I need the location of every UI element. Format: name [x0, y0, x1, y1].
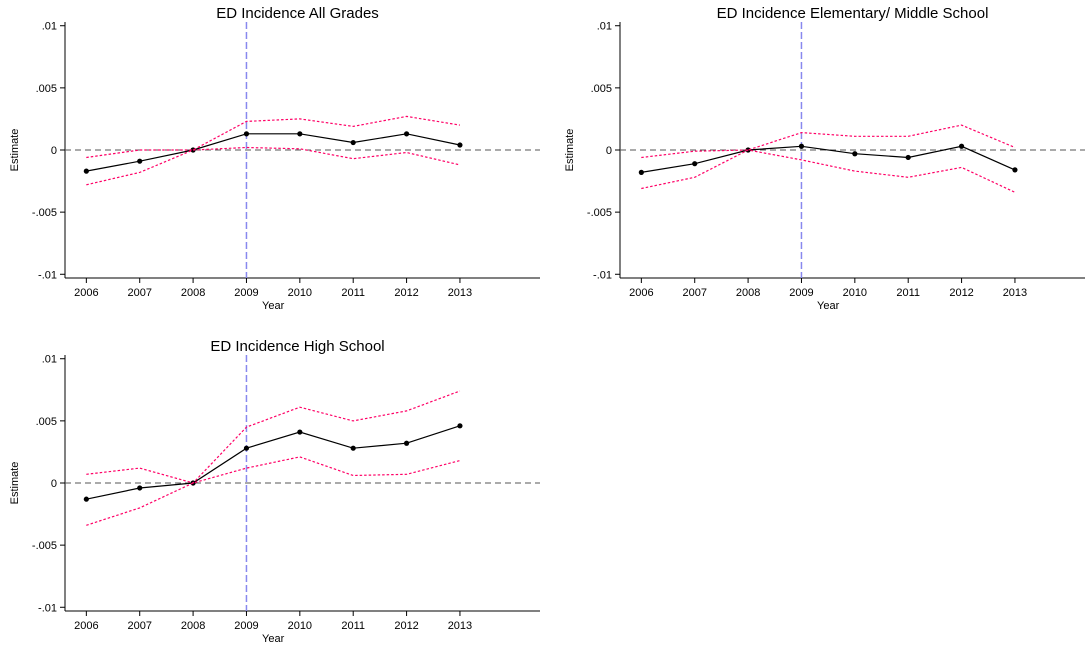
- y-tick-label: 0: [606, 145, 612, 157]
- y-tick-label: -.005: [587, 207, 612, 219]
- y-tick-label: 0: [51, 145, 57, 157]
- chart-elementary-middle-school: ED Incidence Elementary/ Middle School -.…: [564, 5, 1085, 312]
- y-axis-label: Estimate: [564, 129, 576, 172]
- lower-ci-line: [641, 149, 1016, 193]
- estimate-point: [137, 158, 143, 164]
- x-tick-label: 2008: [181, 287, 205, 299]
- x-tick-label: 2006: [629, 287, 653, 299]
- estimate-point: [958, 143, 965, 149]
- estimate-point: [403, 440, 410, 446]
- y-axis-label: Estimate: [9, 129, 21, 172]
- x-tick-label: 2008: [736, 287, 760, 299]
- y-tick-label: 0: [51, 478, 57, 490]
- estimate-point: [798, 143, 805, 149]
- y-tick-label: .005: [591, 83, 612, 95]
- estimate-line: [86, 425, 461, 500]
- upper-ci-line: [86, 115, 460, 159]
- x-tick-label: 2007: [127, 620, 151, 632]
- x-axis-label: Year: [817, 300, 840, 312]
- estimate-point: [350, 139, 356, 146]
- estimate-point: [243, 445, 250, 451]
- y-tick-label: -.01: [38, 602, 57, 614]
- x-tick-label: 2013: [448, 620, 472, 632]
- lower-ci-line: [86, 456, 461, 526]
- estimate-line: [86, 133, 461, 172]
- y-tick-label: -.01: [38, 269, 57, 281]
- y-tick-label: .005: [36, 83, 57, 95]
- chart-title: ED Incidence Elementary/ Middle School: [717, 5, 989, 22]
- x-tick-label: 2010: [843, 287, 867, 299]
- y-tick-label: .01: [42, 21, 57, 33]
- x-tick-label: 2007: [682, 287, 706, 299]
- x-tick-label: 2012: [949, 287, 973, 299]
- x-tick-label: 2009: [234, 287, 258, 299]
- x-tick-label: 2013: [448, 287, 472, 299]
- y-tick-label: -.01: [593, 269, 612, 281]
- x-tick-label: 2011: [896, 287, 920, 299]
- y-tick-label: -.005: [32, 540, 57, 552]
- chart-high-school: ED Incidence High School -.01 -.005 0 .005 .0…: [9, 338, 540, 645]
- x-tick-label: 2011: [341, 287, 365, 299]
- estimate-point: [83, 168, 89, 174]
- estimate-point: [403, 131, 410, 137]
- lower-ci-line: [86, 146, 461, 186]
- estimate-point: [1012, 167, 1018, 173]
- estimate-point: [350, 445, 356, 451]
- estimate-line: [641, 145, 1016, 173]
- x-tick-label: 2012: [394, 620, 418, 632]
- upper-ci-line: [641, 124, 1016, 159]
- estimate-point: [297, 131, 303, 137]
- x-tick-label: 2013: [1003, 287, 1027, 299]
- x-axis-label: Year: [262, 633, 285, 645]
- estimate-point: [638, 169, 644, 175]
- x-tick-label: 2007: [127, 287, 151, 299]
- chart-all-grades: ED Incidence All Grades -.01 -.005 0 .005 .01…: [9, 5, 540, 312]
- estimate-point: [692, 161, 698, 167]
- y-tick-label: .01: [42, 354, 57, 366]
- x-tick-label: 2010: [288, 620, 312, 632]
- chart-title: ED Incidence High School: [210, 338, 384, 355]
- upper-ci-line: [86, 390, 461, 484]
- estimate-point: [137, 485, 143, 491]
- y-tick-label: .005: [36, 416, 57, 428]
- y-tick-label: -.005: [32, 207, 57, 219]
- x-tick-label: 2012: [394, 287, 418, 299]
- x-tick-label: 2009: [234, 620, 258, 632]
- x-tick-label: 2006: [74, 620, 98, 632]
- estimate-point: [457, 423, 463, 429]
- estimate-point: [297, 429, 303, 435]
- estimate-point: [457, 142, 463, 148]
- x-tick-label: 2008: [181, 620, 205, 632]
- chart-title: ED Incidence All Grades: [216, 5, 379, 22]
- y-axis-label: Estimate: [9, 462, 21, 505]
- estimate-point: [243, 131, 250, 137]
- estimate-point: [852, 151, 858, 157]
- x-tick-label: 2010: [288, 287, 312, 299]
- x-tick-label: 2009: [789, 287, 813, 299]
- estimate-point: [83, 496, 89, 502]
- x-axis-label: Year: [262, 300, 285, 312]
- x-tick-label: 2006: [74, 287, 98, 299]
- x-tick-label: 2011: [341, 620, 365, 632]
- estimate-point: [905, 154, 911, 161]
- y-tick-label: .01: [597, 21, 612, 33]
